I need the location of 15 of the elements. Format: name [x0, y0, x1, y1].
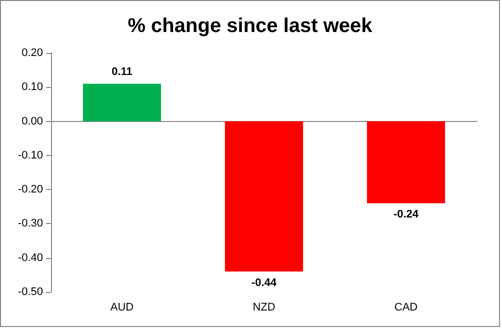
y-tick-label: -0.20	[18, 184, 43, 196]
y-tick-label: -0.10	[18, 149, 43, 162]
y-tick-label: 0.10	[22, 81, 43, 94]
y-tick-label: 0.00	[22, 115, 43, 128]
x-tick-label: NZD	[252, 302, 276, 314]
data-label: -0.24	[393, 208, 420, 221]
x-tick-label: CAD	[394, 302, 418, 314]
data-label: -0.44	[251, 277, 278, 290]
y-tick-label: -0.40	[18, 252, 43, 264]
x-tick-label: AUD	[110, 302, 134, 314]
chart-title: % change since last week	[128, 15, 374, 37]
data-label: 0.11	[112, 66, 132, 78]
y-tick-label: -0.50	[18, 286, 43, 298]
y-tick-label: -0.30	[18, 218, 43, 230]
y-tick-label: 0.20	[22, 47, 43, 59]
